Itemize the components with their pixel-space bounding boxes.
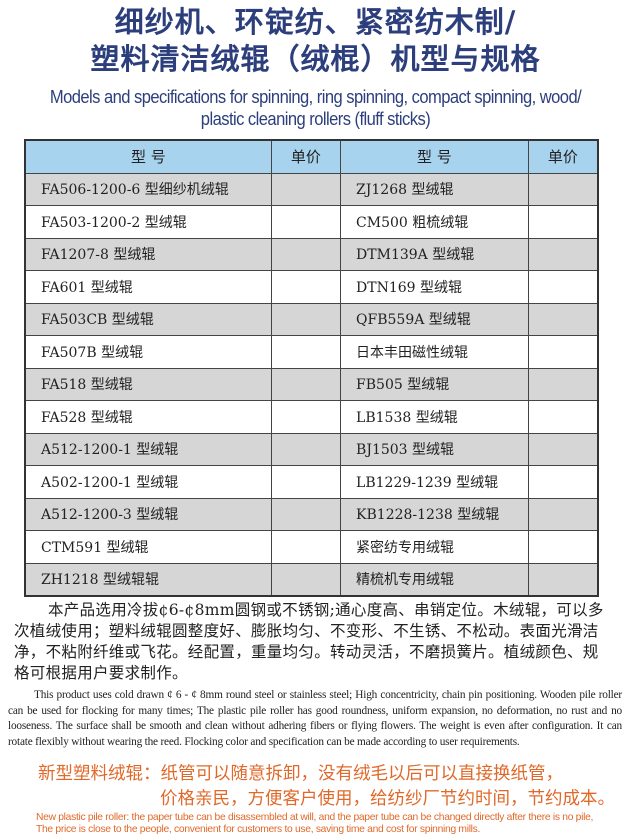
table-row: A502-1200-1 型绒辊 LB1229-1239 型绒辊 [24,465,599,499]
price-cell [527,205,599,239]
model-cell: ZH1218 型绒辊辊 [24,562,272,597]
model-cell: CTM591 型绒辊 [24,530,272,564]
header-model: 型 号 [24,139,272,174]
model-cell: A512-1200-3 型绒辊 [24,497,272,531]
price-cell [527,270,599,304]
model-cell: 精梳机专用绒辊 [340,562,529,597]
model-cell: ZJ1268 型绒辊 [340,172,529,206]
price-cell [527,562,599,597]
table-row: FA518 型绒辊 FB505 型绒辊 [24,367,599,401]
model-cell: FA601 型绒辊 [24,270,272,304]
description-english: This product uses cold drawn ¢ 6 - ¢ 8mm… [8,689,622,748]
english-title-line-1: Models and specifications for spinning, … [49,87,582,107]
promo-english-line-2: The price is close to the people, conven… [36,824,481,835]
price-cell [270,562,342,597]
table-header-row: 型 号 单价 型 号 单价 [24,139,599,174]
model-cell: FA1207-8 型绒辊 [24,237,272,271]
price-cell [270,270,342,304]
header-model: 型 号 [340,139,529,174]
price-cell [270,335,342,369]
price-cell [527,367,599,401]
price-cell [527,465,599,499]
price-cell [270,530,342,564]
specification-table: 型 号 单价 型 号 单价 FA506-1200-6 型细纱机绒辊 ZJ1268 … [24,139,599,597]
model-cell: DTN169 型绒辊 [340,270,529,304]
table-row: FA503-1200-2 型绒辊 CM500 粗梳绒辊 [24,205,599,239]
price-cell [527,400,599,434]
model-cell: 紧密纺专用绒辊 [340,530,529,564]
model-cell: FA503-1200-2 型绒辊 [24,205,272,239]
table-row: FA506-1200-6 型细纱机绒辊 ZJ1268 型绒辊 [24,172,599,206]
model-cell: KB1228-1238 型绒辊 [340,497,529,531]
price-cell [270,237,342,271]
table-row: A512-1200-3 型绒辊 KB1228-1238 型绒辊 [24,497,599,531]
price-cell [527,530,599,564]
price-cell [527,432,599,466]
table-row: CTM591 型绒辊 紧密纺专用绒辊 [24,530,599,564]
price-cell [270,367,342,401]
price-cell [527,237,599,271]
model-cell: BJ1503 型绒辊 [340,432,529,466]
price-cell [270,465,342,499]
model-cell: FA503CB 型绒辊 [24,302,272,336]
title-line-2: 塑料清洁绒辊（绒棍）机型与规格 [90,42,541,76]
model-cell: FA518 型绒辊 [24,367,272,401]
english-title-line-2: plastic cleaning rollers (fluff sticks) [200,109,431,129]
model-cell: LB1229-1239 型绒辊 [340,465,529,499]
price-cell [270,205,342,239]
promo-english: New plastic pile roller: the paper tube … [36,812,593,836]
price-cell [270,302,342,336]
model-cell: FB505 型绒辊 [340,367,529,401]
price-cell [527,497,599,531]
model-cell: LB1538 型绒辊 [340,400,529,434]
model-cell: DTM139A 型绒辊 [340,237,529,271]
table-row: FA601 型绒辊 DTN169 型绒辊 [24,270,599,304]
price-cell [527,172,599,206]
promo-chinese-line-2: 价格亲民，方便客户使用，给纺纱厂节约时间，节约成本。 [160,789,615,809]
table-row: FA1207-8 型绒辊 DTM139A 型绒辊 [24,237,599,271]
description-chinese: 本产品选用冷拔¢6-¢8mm圆钢或不锈钢;通心度高、串销定位。木绒辊，可以多次植… [14,601,604,682]
model-cell: QFB559A 型绒辊 [340,302,529,336]
promo-chinese-line-1: 新型塑料绒辊：纸管可以随意拆卸，没有绒毛以后可以直接换纸管， [38,764,563,784]
model-cell: FA528 型绒辊 [24,400,272,434]
table-row: A512-1200-1 型绒辊 BJ1503 型绒辊 [24,432,599,466]
table-row: FA528 型绒辊 LB1538 型绒辊 [24,400,599,434]
table-row: FA503CB 型绒辊 QFB559A 型绒辊 [24,302,599,336]
model-cell: CM500 粗梳绒辊 [340,205,529,239]
price-cell [270,497,342,531]
header-price: 单价 [270,139,342,174]
model-cell: FA506-1200-6 型细纱机绒辊 [24,172,272,206]
price-cell [527,302,599,336]
price-cell [527,335,599,369]
model-cell: FA507B 型绒辊 [24,335,272,369]
table-row: ZH1218 型绒辊辊 精梳机专用绒辊 [24,562,599,597]
model-cell: A502-1200-1 型绒辊 [24,465,272,499]
price-cell [270,172,342,206]
model-cell: 日本丰田磁性绒辊 [340,335,529,369]
price-cell [270,432,342,466]
table-row: FA507B 型绒辊 日本丰田磁性绒辊 [24,335,599,369]
price-cell [270,400,342,434]
header-price: 单价 [527,139,599,174]
promo-english-line-1: New plastic pile roller: the paper tube … [36,812,594,823]
title-line-1: 细纱机、环锭纺、紧密纺木制/ [114,5,517,39]
model-cell: A512-1200-1 型绒辊 [24,432,272,466]
